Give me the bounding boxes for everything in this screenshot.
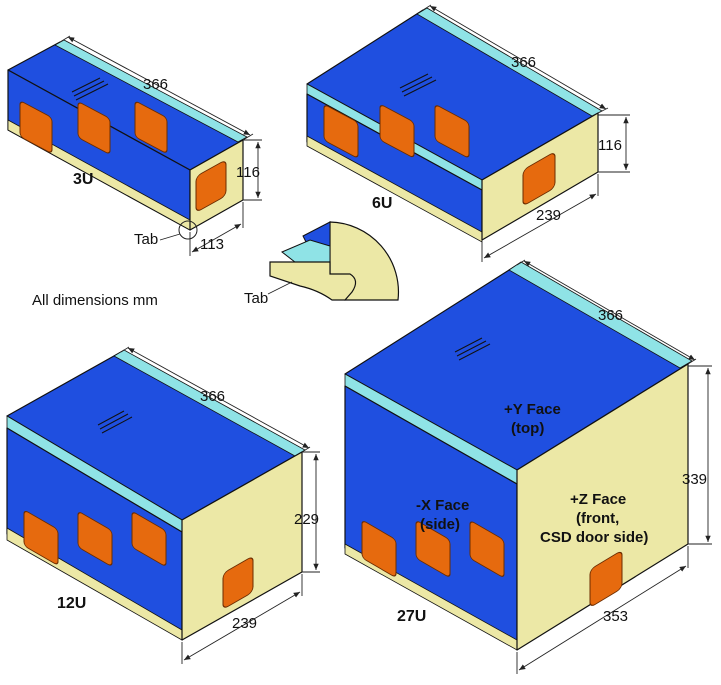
- unit-6u: [306, 4, 630, 262]
- u12-panel: [131, 512, 167, 566]
- side-face-sublabel: (side): [420, 516, 460, 533]
- u3-length-dim: [67, 36, 251, 136]
- u3-height-label: 116: [236, 164, 260, 181]
- u27-panel: [415, 521, 451, 577]
- u12-panel: [77, 512, 113, 566]
- u27-width-dim: [518, 565, 687, 671]
- u12-height-label: 229: [294, 511, 319, 528]
- u6-height-label: 116: [598, 137, 622, 154]
- tab-detail-label: Tab: [244, 290, 268, 307]
- u6-panel: [434, 105, 470, 158]
- front-face-sublabel1: (front,: [576, 510, 619, 527]
- u12-length-dim: [127, 347, 310, 449]
- u3-width-dim: [191, 223, 242, 253]
- unit-12u: [6, 346, 320, 664]
- u12-label-marks: [97, 410, 133, 434]
- u3-front-panel: [195, 161, 227, 211]
- top-face-label: +Y Face: [504, 401, 561, 418]
- u6-length-dim: [429, 5, 607, 110]
- unit-27u: [344, 259, 712, 674]
- u3-tab-label: Tab: [134, 231, 158, 248]
- u6-panel: [323, 105, 359, 158]
- u27-height-label: 339: [682, 471, 707, 488]
- u6-unit-label: 6U: [372, 195, 392, 212]
- tab-detail: [267, 221, 400, 301]
- u3-panel: [19, 101, 53, 153]
- front-face-label: +Z Face: [570, 491, 626, 508]
- unit-3u: [7, 35, 262, 256]
- u3-unit-label: 3U: [73, 171, 93, 188]
- u27-width-label: 353: [603, 608, 628, 625]
- u3-width-label: 113: [200, 236, 224, 253]
- u12-width-dim: [183, 591, 301, 661]
- u27-length-label: 366: [598, 307, 623, 324]
- u12-unit-label: 12U: [57, 595, 86, 612]
- u12-width-label: 239: [232, 615, 257, 632]
- top-face-sublabel: (top): [511, 420, 544, 437]
- tab-detail-tab: [269, 261, 357, 301]
- u27-label-marks: [454, 337, 491, 361]
- u12-panel: [23, 510, 59, 565]
- u6-length-label: 366: [511, 54, 536, 71]
- u6-panel: [379, 105, 415, 158]
- dimensions-note: All dimensions mm: [32, 292, 158, 309]
- front-face-sublabel2: CSD door side): [540, 529, 648, 546]
- u27-length-dim: [523, 260, 696, 361]
- u27-panel: [361, 521, 397, 577]
- side-face-label: -X Face: [416, 497, 469, 514]
- u3-length-label: 366: [143, 76, 168, 93]
- u6-width-dim: [483, 193, 597, 259]
- u27-panel: [469, 521, 505, 577]
- u6-width-label: 239: [536, 207, 561, 224]
- u27-unit-label: 27U: [397, 608, 426, 625]
- u12-length-label: 366: [200, 388, 225, 405]
